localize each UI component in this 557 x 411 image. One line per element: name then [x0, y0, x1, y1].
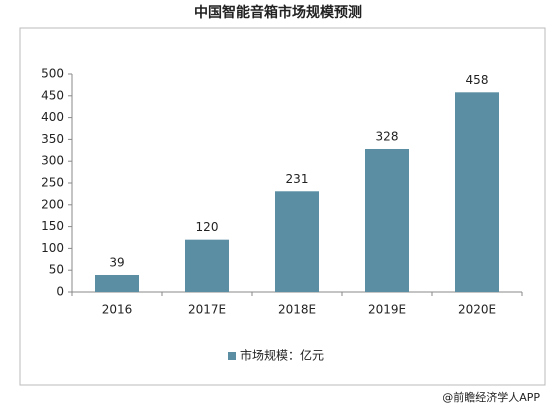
y-tick-label: 100	[41, 241, 64, 255]
x-tick-label: 2016	[102, 303, 133, 317]
value-label: 39	[109, 255, 124, 269]
legend-swatch	[228, 352, 236, 360]
value-label: 231	[286, 172, 309, 186]
bar	[185, 239, 229, 292]
x-tick-label: 2019E	[368, 303, 406, 317]
x-tick-label: 2020E	[458, 303, 496, 317]
y-tick-label: 400	[41, 110, 64, 124]
x-tick-label: 2018E	[278, 303, 316, 317]
bar	[275, 191, 319, 292]
bar	[365, 148, 409, 292]
y-tick-label: 500	[41, 67, 64, 81]
y-tick-label: 450	[41, 88, 64, 102]
chart-frame	[19, 27, 546, 386]
value-label: 120	[196, 220, 219, 234]
y-tick-label: 0	[56, 285, 64, 299]
legend-label: 市场规模：亿元	[240, 348, 324, 363]
value-label: 458	[466, 73, 489, 87]
source-note: @前瞻经济学人APP	[442, 390, 540, 404]
y-tick-label: 350	[41, 132, 64, 146]
y-tick-label: 50	[49, 263, 64, 277]
y-tick-label: 250	[41, 176, 64, 190]
chart-title: 中国智能音箱市场规模预测	[194, 4, 362, 21]
bar	[95, 274, 139, 292]
bar	[455, 92, 499, 292]
y-tick-label: 150	[41, 219, 64, 233]
x-tick-label: 2017E	[188, 303, 226, 317]
value-label: 328	[376, 129, 399, 143]
y-tick-label: 200	[41, 197, 64, 211]
y-tick-label: 300	[41, 154, 64, 168]
